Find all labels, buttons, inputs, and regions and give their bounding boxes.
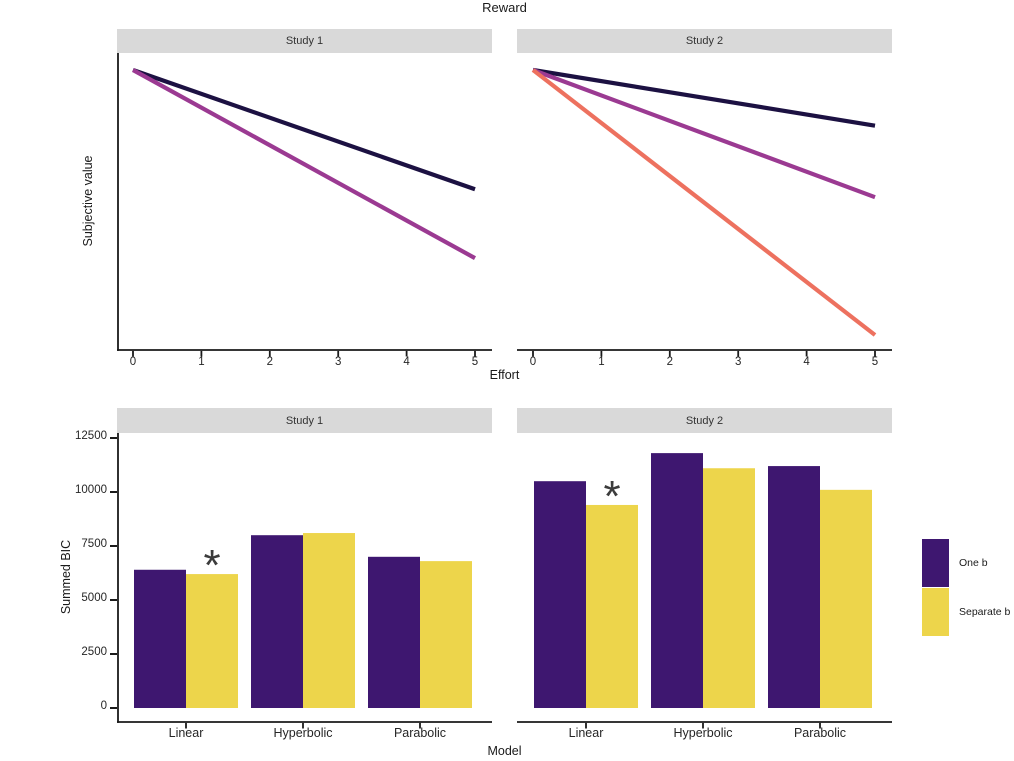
data-line (132, 68, 476, 192)
bar-separate-b (420, 561, 472, 708)
legend-label: Separate b (959, 606, 1011, 618)
facet-strip-bottom-study1: Study 1 (117, 408, 492, 433)
facet-strip-label: Study 2 (685, 35, 724, 47)
top-x-axis-title: Effort (489, 368, 520, 382)
category-label: Hyperbolic (273, 726, 333, 740)
bar-one-b (768, 466, 820, 708)
line-chart-study1 (117, 53, 492, 357)
x-tick-label: 1 (198, 356, 205, 368)
bar-chart-study1 (117, 433, 492, 729)
y-tick-label: 12500 (75, 430, 107, 442)
y-tick-label: 5000 (81, 592, 107, 604)
legend-swatch-one-b (922, 539, 949, 587)
facet-strip-bottom-study2: Study 2 (517, 408, 892, 433)
facet-strip-top-study1: Study 1 (117, 29, 492, 53)
category-label: Linear (168, 726, 204, 740)
x-tick-label: 4 (803, 356, 810, 368)
x-tick-label: 5 (471, 356, 479, 368)
category-label: Parabolic (393, 726, 447, 740)
y-axis-tick (110, 653, 117, 655)
facet-strip-label: Study 2 (685, 414, 724, 427)
data-line (532, 68, 876, 200)
line-chart-study2 (517, 67, 892, 357)
x-tick-label: 4 (403, 356, 410, 368)
legend-item-one-b: One b (922, 539, 1010, 587)
bar-one-b (134, 569, 186, 708)
x-tick-label: 0 (129, 356, 137, 368)
x-tick-label: 5 (871, 356, 879, 368)
y-axis-tick (110, 437, 117, 439)
legend-swatch-separate-b (922, 588, 949, 636)
bar-separate-b (586, 504, 638, 708)
y-tick-label: 7500 (81, 538, 107, 550)
x-tick-label: 0 (529, 356, 537, 368)
facet-strip-label: Study 1 (285, 414, 324, 427)
bar-one-b (534, 481, 586, 708)
data-line (532, 67, 876, 128)
bar-one-b (651, 453, 703, 708)
bar-one-b (251, 535, 303, 708)
data-line (131, 68, 477, 260)
legend-label: One b (959, 557, 988, 569)
bar-separate-b (303, 533, 355, 708)
x-tick-label: 3 (734, 356, 742, 368)
bar-separate-b (820, 489, 872, 708)
y-axis-tick (110, 545, 117, 547)
x-tick-label: 2 (266, 356, 273, 368)
category-label: Linear (568, 726, 604, 740)
significance-asterisk: * (603, 471, 621, 521)
legend: One b Separate b (922, 539, 1010, 636)
bar-separate-b (186, 574, 238, 708)
y-axis-tick (110, 491, 117, 493)
y-axis-tick (110, 599, 117, 601)
x-tick-label: 1 (598, 356, 605, 368)
y-tick-label: 2500 (81, 646, 107, 658)
data-line (531, 68, 877, 337)
facet-strip-top-study2: Study 2 (517, 29, 892, 53)
category-label: Parabolic (793, 726, 847, 740)
y-tick-label: 10000 (75, 484, 107, 496)
bar-separate-b (703, 468, 755, 708)
y-axis-tick (110, 707, 117, 709)
category-label: Hyperbolic (673, 726, 733, 740)
x-tick-label: 3 (334, 356, 342, 368)
bar-one-b (368, 556, 420, 708)
y-tick-label: 0 (100, 700, 107, 712)
x-tick-label: 2 (666, 356, 673, 368)
legend-item-separate-b: Separate b (922, 588, 1010, 636)
figure-title: Reward (482, 0, 527, 15)
significance-asterisk: * (203, 540, 221, 590)
facet-strip-label: Study 1 (285, 35, 324, 47)
bottom-x-axis-title: Model (487, 744, 522, 758)
bar-chart-study2 (517, 453, 892, 729)
